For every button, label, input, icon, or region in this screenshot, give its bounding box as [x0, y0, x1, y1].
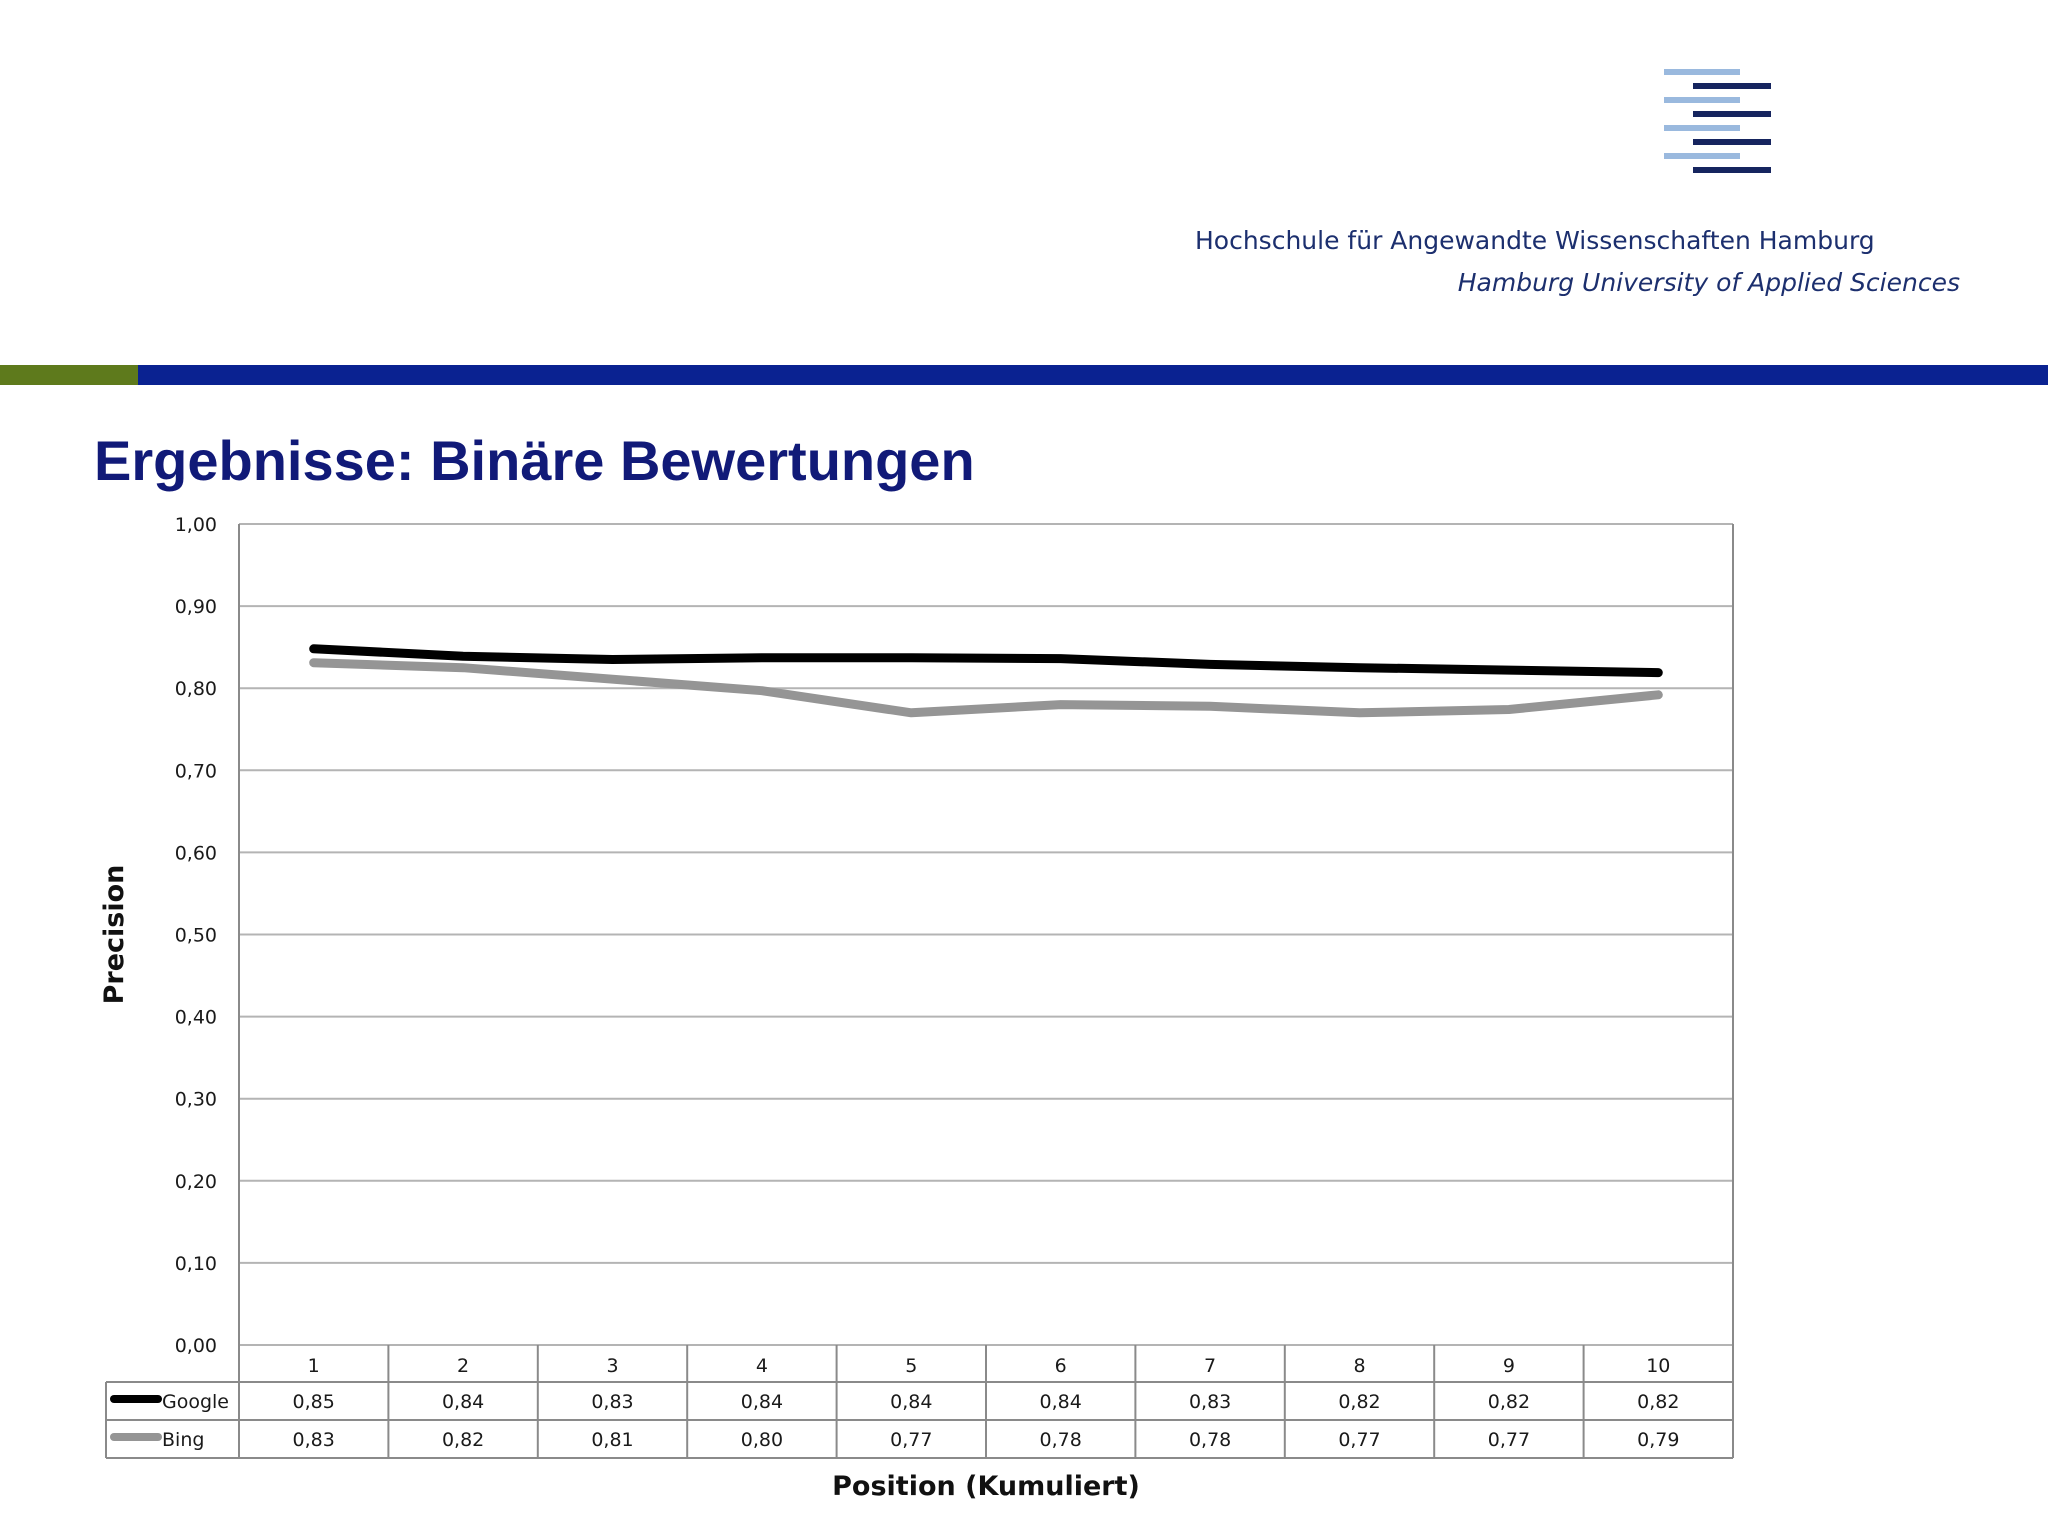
x-tick-label: 5	[905, 1355, 917, 1377]
x-tick-label: 10	[1646, 1355, 1670, 1377]
y-tick-label: 0,10	[175, 1253, 217, 1275]
x-tick-label: 9	[1503, 1355, 1515, 1377]
table-value-google: 0,84	[890, 1391, 932, 1413]
table-value-google: 0,82	[1637, 1391, 1679, 1413]
table-value-bing: 0,79	[1637, 1429, 1679, 1451]
table-value-google: 0,84	[1040, 1391, 1082, 1413]
table-value-google: 0,85	[293, 1391, 335, 1413]
x-tick-label: 2	[457, 1355, 469, 1377]
table-value-bing: 0,83	[293, 1429, 335, 1451]
table-value-bing: 0,77	[1488, 1429, 1530, 1451]
y-tick-label: 0,50	[175, 925, 217, 947]
x-tick-label: 6	[1055, 1355, 1067, 1377]
y-tick-label: 0,80	[175, 678, 217, 700]
table-value-google: 0,84	[442, 1391, 484, 1413]
x-tick-label: 8	[1353, 1355, 1365, 1377]
y-tick-label: 0,30	[175, 1089, 217, 1111]
table-value-google: 0,84	[741, 1391, 783, 1413]
y-tick-label: 0,70	[175, 760, 217, 782]
y-tick-label: 1,00	[175, 514, 217, 536]
legend-label-google: Google	[162, 1391, 229, 1413]
table-value-bing: 0,78	[1040, 1429, 1082, 1451]
x-tick-label: 4	[756, 1355, 768, 1377]
table-value-google: 0,83	[1189, 1391, 1231, 1413]
y-axis-title: Precision	[99, 865, 130, 1005]
y-tick-label: 0,00	[175, 1335, 217, 1357]
table-value-google: 0,83	[591, 1391, 633, 1413]
table-value-google: 0,82	[1488, 1391, 1530, 1413]
table-value-bing: 0,81	[591, 1429, 633, 1451]
x-tick-label: 3	[606, 1355, 618, 1377]
table-value-bing: 0,82	[442, 1429, 484, 1451]
table-value-bing: 0,78	[1189, 1429, 1231, 1451]
x-tick-label: 7	[1204, 1355, 1216, 1377]
table-value-bing: 0,77	[890, 1429, 932, 1451]
table-value-bing: 0,80	[741, 1429, 783, 1451]
y-tick-label: 0,60	[175, 842, 217, 864]
table-value-google: 0,82	[1338, 1391, 1380, 1413]
y-tick-label: 0,40	[175, 1007, 217, 1029]
x-axis-title: Position (Kumuliert)	[832, 1471, 1140, 1502]
y-tick-label: 0,90	[175, 596, 217, 618]
legend-label-bing: Bing	[162, 1429, 204, 1451]
y-tick-label: 0,20	[175, 1171, 217, 1193]
x-tick-label: 1	[308, 1355, 320, 1377]
table-value-bing: 0,77	[1338, 1429, 1380, 1451]
